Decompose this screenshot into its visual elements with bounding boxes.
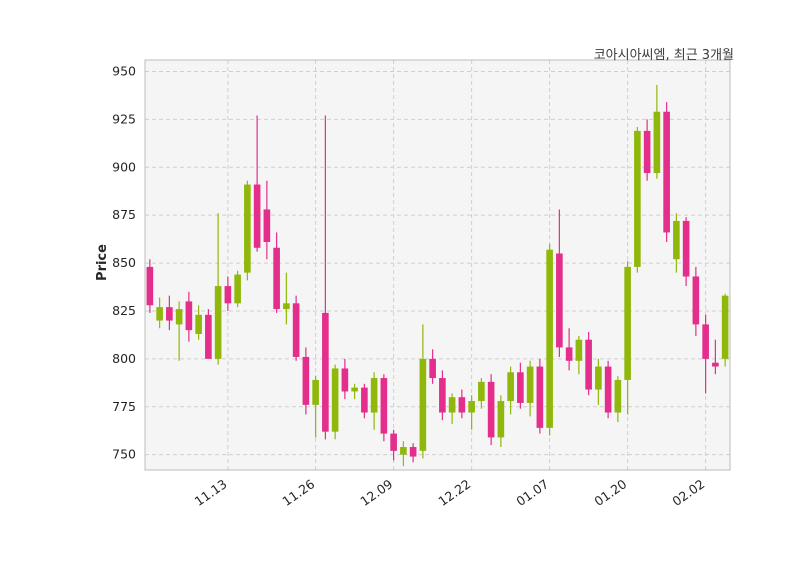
candle-body-up [526,366,534,403]
x-tick-label: 01.20 [591,476,629,509]
candle-body-up [351,387,358,392]
candle-body-down [643,130,651,174]
y-tick-label: 775 [112,399,136,414]
plot-background [145,60,730,470]
candle-body-down [322,312,329,432]
candle-body-up [546,249,553,428]
candle-body-down [263,209,271,243]
chart-title: 코아시아씨엠, 최근 3개월 [593,48,734,63]
x-tick-label: 11.26 [279,476,317,509]
candle-body-down [663,111,670,233]
x-tick-label: 11.13 [192,476,230,509]
candle-body-up [575,339,583,361]
candle-body-down [585,339,592,390]
candle-body-up [175,309,183,325]
candle-body-up [673,220,680,260]
candle-body-up [331,368,339,432]
candle-body-down [253,184,261,248]
candle-body-up [195,314,202,334]
candle-body-down [702,324,709,359]
candle-body-up [234,274,241,304]
y-tick-label: 750 [112,447,136,462]
candle-body-up [468,401,475,413]
candle-body-down [224,286,232,304]
y-axis-title: Price [94,244,110,281]
candle-body-down [692,276,700,325]
candle-body-up [400,447,407,455]
y-tick-label: 800 [112,351,136,366]
candle-body-down [380,378,388,434]
candle-body-up [614,379,622,413]
candle-body-down [166,307,173,321]
candle-body-up [624,266,631,380]
candle-body-down [536,366,544,428]
candle-body-down [409,447,417,457]
candle-body-down [712,362,719,367]
candle-body-down [604,366,612,413]
candle-body-up [497,401,505,438]
candle-body-down [205,314,212,359]
candle-body-down [565,347,573,361]
candle-body-up [283,303,290,310]
candle-body-up [244,184,251,273]
y-tick-label: 925 [112,111,136,126]
candle-body-up [653,111,661,174]
candle-body-down [429,358,436,379]
candle-body-up [478,381,485,402]
candle-body-down [185,301,193,331]
y-tick-label: 875 [112,207,136,222]
y-tick-label: 850 [112,255,136,270]
candle-body-up [370,378,378,413]
candle-body-up [634,130,641,267]
candle-body-down [146,266,154,306]
candle-body-up [156,307,163,321]
x-tick-label: 12.09 [357,476,395,509]
x-tick-label: 02.02 [669,476,707,509]
candle-body-up [419,358,427,451]
candle-body-down [361,387,368,413]
y-tick-label: 900 [112,159,136,174]
x-tick-label: 01.07 [513,476,551,509]
candle-body-up [214,286,222,359]
candle-body-down [273,247,280,310]
candle-body-down [517,372,524,403]
candle-body-up [312,379,319,405]
plot-border [144,59,731,471]
candle-body-down [390,433,397,451]
candle-body-up [448,397,456,413]
candle-body-down [487,381,495,438]
candle-body-up [507,372,514,402]
candle-body-up [721,295,729,359]
x-tick-label: 12.22 [435,476,473,509]
candle-body-down [458,397,466,413]
candle-body-down [341,368,349,392]
candle-body-down [292,303,300,357]
candle-body-down [556,253,563,348]
candle-body-down [439,378,446,413]
candle-body-down [302,356,310,405]
y-tick-label: 950 [112,63,136,78]
candle-body-down [682,220,690,277]
y-tick-label: 825 [112,303,136,318]
candle-body-up [595,366,602,390]
